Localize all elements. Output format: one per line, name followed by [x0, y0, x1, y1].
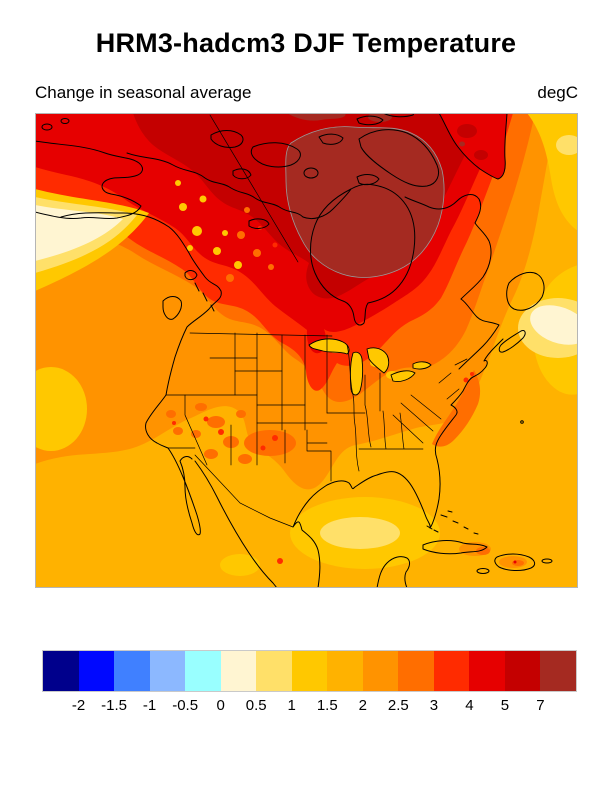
panhandle-islets [194, 282, 215, 312]
colorbar-segment [149, 651, 186, 691]
bering-islet-2 [60, 118, 70, 124]
greenland [438, 113, 508, 180]
devon-island [356, 115, 384, 126]
florida-keys [426, 525, 439, 533]
lake-huron [366, 347, 390, 374]
colorbar-tick-label: 7 [536, 697, 545, 714]
colorbar-tick-label: 3 [429, 697, 439, 714]
alaska-coast [35, 140, 143, 220]
colorbar-tick-label: 1.5 [316, 697, 338, 714]
colorbar-segment [433, 651, 470, 691]
subtitle-left: Change in seasonal average [35, 83, 252, 102]
colorbar-tick-label: -0.5 [172, 697, 199, 714]
bering-islet-1 [41, 123, 53, 131]
colorbar-tick-label: -2 [71, 697, 86, 714]
colorbar-segment [327, 651, 363, 691]
subtitle-row: Change in seasonal average degC [35, 83, 578, 103]
alaska-yukon-border [209, 114, 299, 263]
colorbar-segment [540, 651, 576, 691]
newfoundland [506, 271, 545, 311]
hudson-bay-hot-core [285, 126, 445, 278]
west-coast [60, 212, 278, 588]
lake-michigan [349, 351, 364, 396]
contour-map [35, 113, 578, 588]
colorbar-segment [469, 651, 505, 691]
colorbar [42, 650, 577, 692]
great-lakes [308, 338, 432, 396]
king-william-island [303, 167, 319, 179]
coastlines [35, 113, 545, 588]
somerset-island [318, 133, 344, 145]
lake-superior [308, 338, 350, 355]
colorbar-tick-label: 0 [216, 697, 225, 714]
colorbar-segment [362, 651, 399, 691]
st-lawrence [458, 298, 500, 370]
puerto-rico [541, 558, 553, 564]
lake-ontario [412, 361, 432, 370]
colorbar-segment [78, 651, 115, 691]
temperature-fill-regions [35, 113, 578, 588]
ocean-warm-patches [35, 113, 578, 576]
jamaica [476, 568, 490, 574]
hispaniola [494, 553, 536, 571]
colorbar-tick-label: 4 [465, 697, 474, 714]
yukon-bc-speckles [175, 180, 278, 282]
caribbean [422, 540, 553, 574]
us-canada-border [189, 332, 333, 337]
us-mexico-border [167, 447, 294, 528]
colorbar-tick-label: 5 [500, 697, 510, 714]
victoria-island [250, 142, 301, 168]
units-label: degC [537, 83, 578, 102]
colorbar-segment [256, 651, 292, 691]
mississippi-river [346, 344, 360, 472]
great-slave-lake [248, 218, 270, 229]
colorbar-segment [220, 651, 257, 691]
cuba [422, 540, 488, 555]
yucatan [376, 556, 410, 588]
colorbar-segment [291, 651, 328, 691]
vancouver-island [162, 296, 182, 320]
nova-scotia [498, 330, 526, 353]
colorbar-segment [114, 651, 150, 691]
bermuda [520, 420, 524, 424]
lake-erie [390, 370, 416, 382]
colorbar-tick-label: 1 [287, 697, 296, 714]
colorbar-tick-label: -1.5 [101, 697, 127, 714]
gulf-east-coast [292, 338, 504, 588]
colorbar-tick-label: 0.5 [245, 697, 267, 714]
colorbar-tick-label: 2 [358, 697, 367, 714]
labrador-coast [404, 194, 492, 300]
map-border [35, 113, 578, 588]
bahamas [440, 510, 479, 535]
colorbar-segment [398, 651, 434, 691]
banks-island [210, 130, 244, 148]
colorbar-tick-label: -1 [142, 697, 157, 714]
colorbar-segment [185, 651, 221, 691]
great-bear-lake [232, 168, 252, 180]
haida-gwaii [184, 270, 198, 281]
colorbar-segment [504, 651, 541, 691]
page-title: HRM3-hadcm3 DJF Temperature [95, 28, 517, 58]
colorbar-tick-label: 2.5 [387, 697, 409, 714]
southampton-island [356, 174, 380, 186]
hudson-bay [310, 183, 416, 326]
ellesmere-island [382, 113, 415, 118]
map-svg [35, 113, 578, 588]
baffin-island [358, 129, 440, 187]
arctic-coast [126, 152, 352, 220]
state-borders [165, 114, 468, 528]
colorbar-segment [43, 651, 79, 691]
colorbar-tick-labels: -2 -1.5 -1 -0.5 0 0.5 1 1.5 2 2.5 3 4 5 7 [43, 697, 576, 715]
